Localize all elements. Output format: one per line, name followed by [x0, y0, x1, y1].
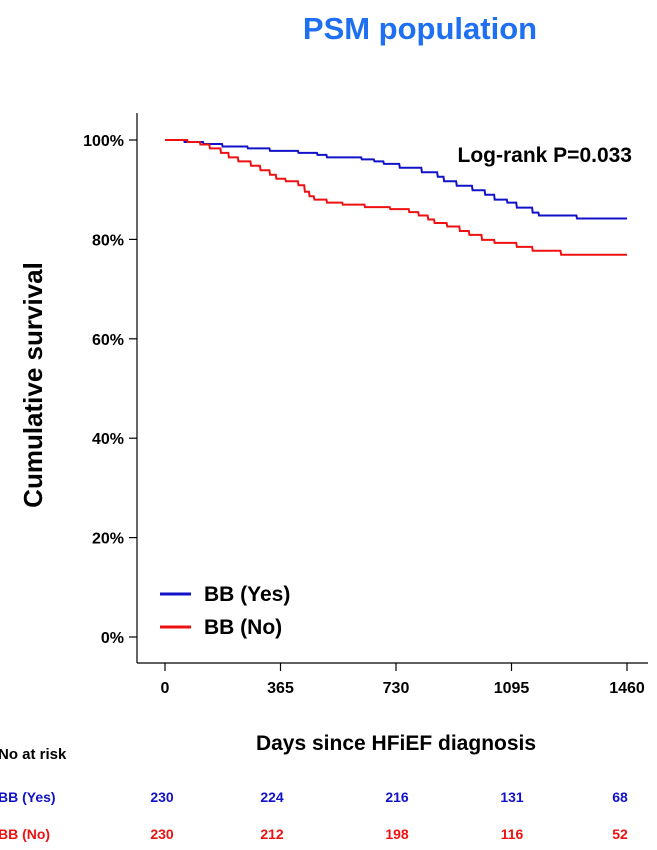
- legend: BB (Yes) BB (No): [160, 583, 290, 639]
- risk-cell: 230: [150, 826, 174, 842]
- log-rank-annotation: Log-rank P=0.033: [458, 144, 633, 167]
- curve-bb-yes: [165, 139, 627, 220]
- x-tick-label: 365: [267, 680, 294, 697]
- risk-cell: 68: [612, 789, 628, 805]
- x-axis-label: Days since HFiEF diagnosis: [256, 732, 536, 755]
- x-tick-label: 730: [383, 680, 410, 697]
- y-tick-label: 20%: [92, 531, 124, 548]
- risk-table-rows: BB (Yes) 230 224 216 131 68 BB (No) 230 212 198 11…: [0, 789, 628, 842]
- plot-area: [165, 139, 627, 256]
- curve-bb-no: [165, 139, 627, 256]
- x-tick-label: 0: [161, 680, 170, 697]
- risk-row-label: BB (Yes): [0, 789, 56, 805]
- y-axis-label: Cumulative survival: [18, 262, 48, 508]
- x-tick-label: 1460: [609, 680, 645, 697]
- risk-cell: 131: [500, 789, 524, 805]
- risk-cell: 198: [385, 826, 409, 842]
- risk-table-header: No at risk: [0, 746, 67, 763]
- risk-cell: 230: [150, 789, 174, 805]
- x-ticks: 0 365 730 1095 1460: [161, 663, 645, 697]
- risk-cell: 212: [260, 826, 284, 842]
- legend-label-bb-no: BB (No): [204, 616, 282, 639]
- risk-cell: 224: [260, 789, 284, 805]
- risk-cell: 52: [612, 826, 628, 842]
- y-ticks: 0% 20% 40% 60% 80% 100%: [83, 133, 137, 647]
- y-tick-label: 0%: [101, 630, 124, 647]
- chart-title: PSM population: [303, 11, 537, 46]
- risk-row-label: BB (No): [0, 826, 50, 842]
- y-tick-label: 40%: [92, 431, 124, 448]
- risk-cell: 216: [385, 789, 409, 805]
- y-tick-label: 100%: [83, 133, 124, 150]
- legend-label-bb-yes: BB (Yes): [204, 583, 290, 606]
- y-tick-label: 60%: [92, 332, 124, 349]
- y-tick-label: 80%: [92, 232, 124, 249]
- risk-cell: 116: [501, 826, 524, 842]
- risk-table: No at risk BB (Yes) 230 224 216 131 68 BB (No)…: [0, 746, 628, 842]
- x-tick-label: 1095: [494, 680, 530, 697]
